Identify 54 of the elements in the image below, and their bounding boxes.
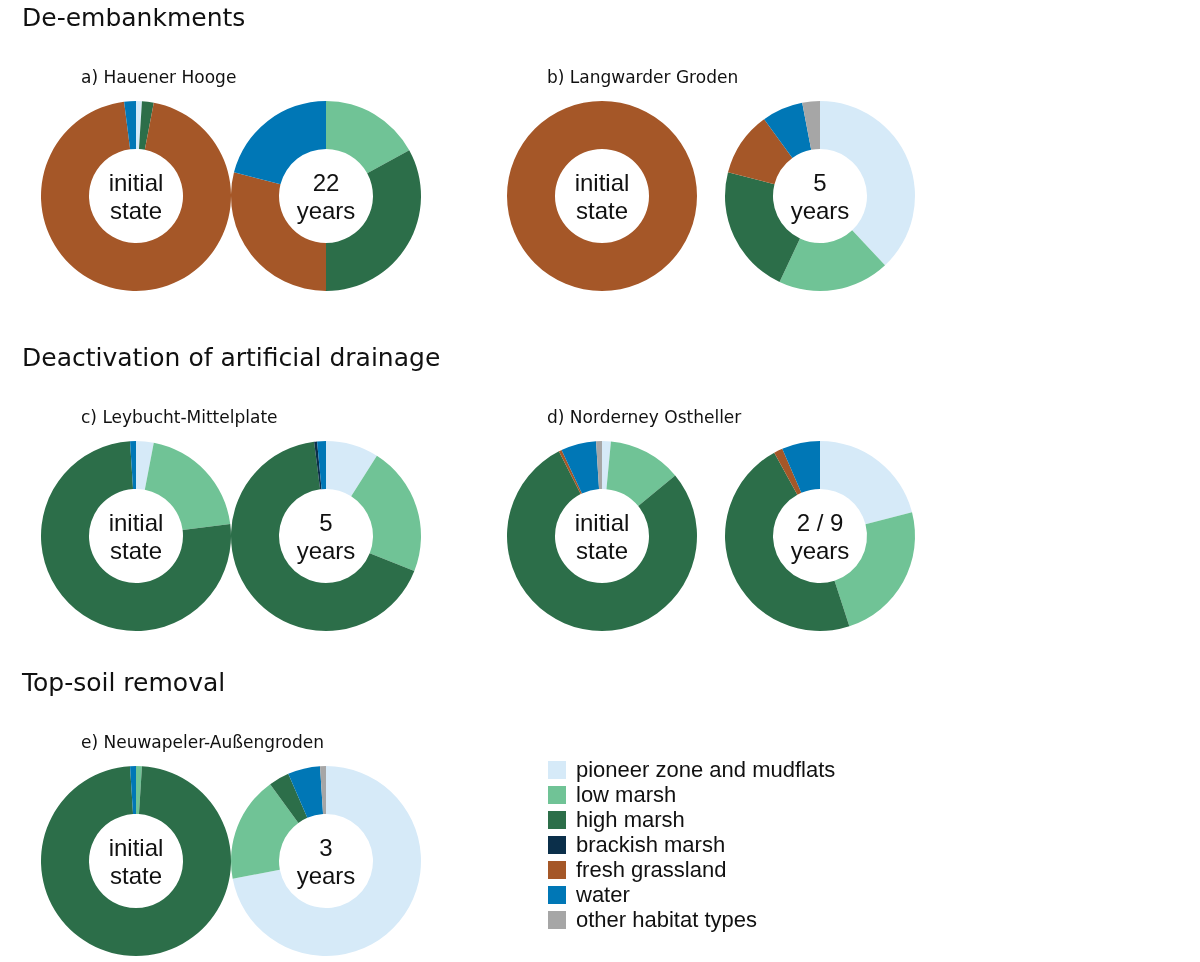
text: 3 years <box>296 834 356 889</box>
text: Deactivation of artificial drainage <box>22 343 441 372</box>
donut-slice <box>231 784 299 879</box>
donut-slice <box>136 101 142 150</box>
text: 2 / 9 years <box>790 509 850 564</box>
text: initial state <box>574 509 630 564</box>
donut-slice <box>602 441 611 490</box>
donut-slice <box>288 766 324 818</box>
donut-slice <box>606 441 676 507</box>
legend-label: water <box>575 882 630 907</box>
text: initial state <box>108 169 164 224</box>
donut-slice <box>558 450 582 495</box>
donut-slice <box>41 766 231 956</box>
donut-slice <box>320 766 326 815</box>
donut-slice <box>725 452 850 631</box>
donut-slice <box>136 766 142 815</box>
donut-slice <box>130 441 136 490</box>
donut-slice <box>138 101 154 150</box>
text: 5 years <box>296 509 356 564</box>
donut-slice <box>326 101 410 174</box>
donut-slice <box>727 119 793 185</box>
text: initial state <box>574 169 630 224</box>
chart-title: a) Hauener Hooge <box>81 67 237 87</box>
text: 22 years <box>296 169 356 224</box>
legend-label: low marsh <box>576 782 677 807</box>
donut-slice <box>136 441 154 490</box>
donut-slice <box>270 773 308 823</box>
text: initial state <box>108 834 164 889</box>
legend-label: fresh grassland <box>576 857 727 882</box>
donut-slice <box>779 230 886 291</box>
donut-slice <box>774 448 802 495</box>
text: initial state <box>108 509 164 564</box>
chart-title: d) Norderney Ostheller <box>547 407 742 427</box>
chart-title: c) Leybucht-Mittelplate <box>81 407 278 427</box>
donut-slice <box>802 101 820 150</box>
legend-label: brackish marsh <box>576 832 726 857</box>
donut-slice <box>782 441 820 493</box>
text: Top-soil removal <box>21 668 226 697</box>
donut-slice <box>764 102 812 158</box>
chart-title: b) Langwarder Groden <box>547 67 739 87</box>
chart-title: e) Neuwapeler-Außengroden <box>81 732 325 752</box>
donut-slice <box>507 451 697 631</box>
donut-slice <box>596 441 602 490</box>
donut-slice <box>124 101 136 150</box>
legend-label: other habitat types <box>576 907 758 932</box>
text: 5 years <box>790 169 850 224</box>
donut-slice <box>326 441 377 497</box>
donut-slice <box>130 766 136 815</box>
donut-slice <box>317 441 326 490</box>
legend-label: pioneer zone and mudflats <box>576 757 836 782</box>
legend-label: high marsh <box>576 807 685 832</box>
donut-slice <box>314 441 322 490</box>
donut-slice <box>561 441 600 494</box>
donut-slice <box>232 766 421 956</box>
